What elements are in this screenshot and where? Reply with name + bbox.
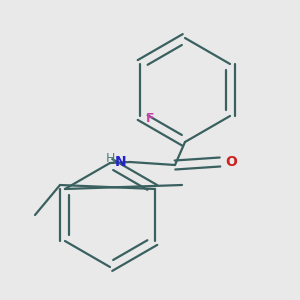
Text: N: N <box>114 155 126 169</box>
Text: F: F <box>146 112 154 124</box>
Text: H: H <box>106 152 115 166</box>
Text: O: O <box>225 155 237 169</box>
